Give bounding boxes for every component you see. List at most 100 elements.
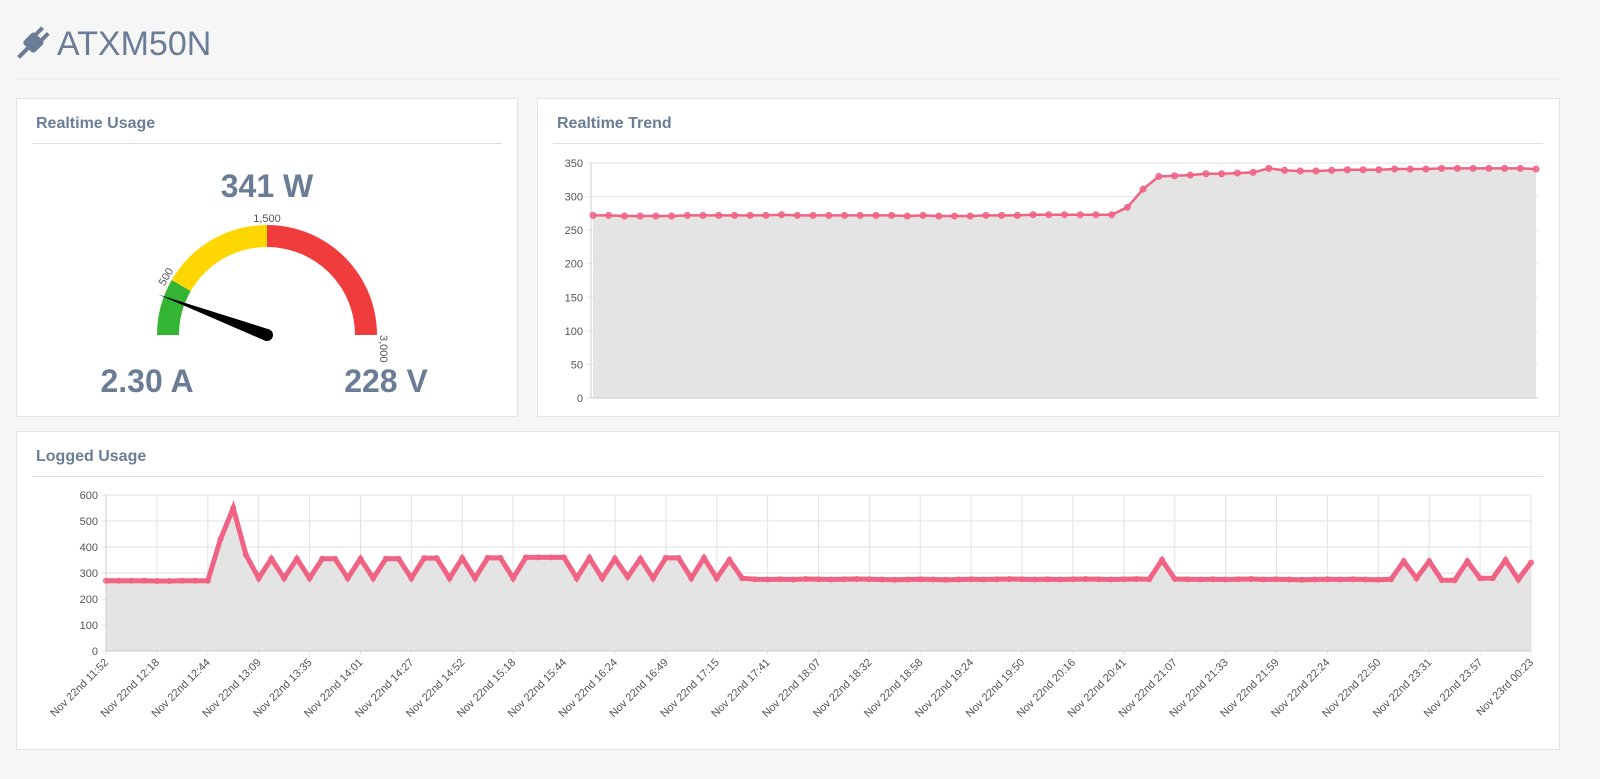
- data-point: [1273, 576, 1280, 583]
- data-point: [1202, 170, 1210, 178]
- data-point: [1502, 557, 1509, 563]
- data-point: [713, 575, 720, 582]
- plug-icon: [17, 26, 50, 59]
- data-point: [636, 212, 644, 220]
- gauge-band: [171, 225, 267, 291]
- data-point: [624, 573, 631, 580]
- data-point: [1171, 172, 1179, 180]
- y-tick-label: 300: [80, 568, 98, 580]
- data-point: [510, 575, 517, 582]
- data-point: [917, 576, 924, 583]
- data-point: [1095, 576, 1102, 583]
- data-point: [1092, 211, 1100, 219]
- data-point: [561, 554, 568, 561]
- data-point: [739, 575, 746, 582]
- data-point: [1359, 166, 1367, 174]
- data-point: [141, 577, 148, 584]
- data-point: [421, 555, 428, 562]
- data-point: [668, 212, 676, 220]
- data-point: [872, 211, 880, 219]
- data-point: [828, 576, 835, 583]
- panel: [16, 98, 518, 417]
- data-point: [1235, 576, 1242, 583]
- data-point: [998, 211, 1006, 219]
- data-point: [1108, 576, 1115, 583]
- data-point: [1312, 167, 1320, 175]
- gauge-tick-label: 3,000: [377, 335, 389, 363]
- data-point: [179, 577, 186, 584]
- data-point: [1019, 576, 1026, 583]
- data-point: [1013, 211, 1021, 219]
- data-point: [395, 555, 402, 562]
- data-point: [683, 211, 691, 219]
- data-point: [1248, 575, 1255, 582]
- y-tick-label: 0: [92, 646, 98, 658]
- data-point: [1426, 558, 1433, 565]
- data-point: [1120, 576, 1127, 583]
- data-point: [809, 211, 817, 219]
- data-point: [1413, 575, 1420, 582]
- data-point: [605, 211, 613, 219]
- power-reading: 341 W: [221, 168, 314, 204]
- data-point: [484, 554, 491, 561]
- data-point: [699, 211, 707, 219]
- data-point: [332, 555, 339, 562]
- y-tick-label: 0: [577, 393, 583, 405]
- data-point: [611, 555, 618, 562]
- data-point: [1464, 558, 1471, 565]
- gauge-band: [267, 225, 377, 335]
- y-tick-label: 50: [571, 359, 583, 371]
- data-point: [153, 578, 160, 585]
- data-point: [408, 575, 415, 582]
- area-fill: [593, 168, 1536, 398]
- data-point: [433, 555, 440, 562]
- data-point: [1477, 575, 1484, 582]
- data-point: [1006, 575, 1013, 582]
- data-point: [204, 577, 211, 584]
- data-point: [982, 211, 990, 219]
- data-point: [620, 212, 628, 220]
- data-point: [903, 212, 911, 220]
- gauge-tick-label: 1,500: [253, 213, 281, 225]
- data-point: [1146, 576, 1153, 583]
- data-point: [1133, 575, 1140, 582]
- data-point: [459, 555, 466, 562]
- data-point: [293, 555, 300, 562]
- current-reading: 2.30 A: [100, 363, 193, 399]
- data-point: [1045, 211, 1053, 219]
- data-point: [230, 505, 237, 511]
- data-point: [497, 554, 504, 561]
- data-point: [1218, 170, 1226, 178]
- data-point: [1516, 164, 1524, 172]
- data-point: [1031, 576, 1038, 583]
- data-point: [1249, 168, 1257, 176]
- gauge-band: [157, 280, 191, 335]
- data-point: [1082, 575, 1089, 582]
- data-point: [751, 576, 758, 583]
- data-point: [1061, 211, 1068, 219]
- data-point: [730, 211, 738, 219]
- data-point: [942, 576, 949, 583]
- y-tick-label: 600: [80, 490, 98, 502]
- data-point: [446, 575, 453, 582]
- data-point: [1343, 166, 1351, 174]
- y-tick-label: 250: [565, 225, 583, 237]
- data-point: [856, 211, 864, 219]
- data-point: [778, 211, 786, 219]
- data-point: [1222, 576, 1229, 583]
- data-point: [382, 555, 389, 562]
- panel-title: Realtime Usage: [36, 115, 155, 132]
- data-point: [777, 576, 784, 583]
- data-point: [1528, 559, 1534, 566]
- data-point: [1186, 171, 1194, 179]
- data-point: [1057, 576, 1064, 583]
- data-point: [1438, 577, 1445, 584]
- data-point: [1485, 164, 1493, 172]
- data-point: [1155, 172, 1163, 180]
- y-tick-label: 500: [80, 516, 98, 528]
- data-point: [344, 575, 351, 582]
- data-point: [1451, 577, 1458, 584]
- data-point: [825, 211, 833, 219]
- data-point: [1139, 185, 1147, 193]
- data-point: [599, 575, 606, 582]
